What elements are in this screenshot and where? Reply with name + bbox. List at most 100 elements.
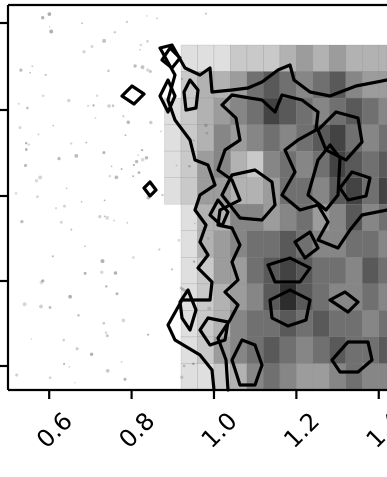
density-cell (378, 150, 387, 178)
scatter-point (74, 381, 76, 384)
scatter-point (113, 31, 116, 34)
density-cell (213, 257, 231, 285)
scatter-point (207, 237, 210, 240)
density-cell (246, 310, 264, 338)
scatter-point (92, 104, 95, 107)
scatter-point (100, 259, 105, 264)
scatter-point (102, 38, 107, 43)
scatter-point (105, 368, 110, 373)
scatter-point (133, 64, 137, 68)
density-cell (279, 97, 297, 125)
scatter-point (41, 279, 45, 283)
scatter-point (140, 65, 145, 70)
scatter-point (105, 334, 109, 338)
density-cell (362, 150, 380, 178)
scatter-point (137, 154, 139, 157)
density-cell (246, 177, 264, 205)
density-cell (164, 150, 182, 178)
contour-line-inner-11 (158, 78, 177, 114)
x-tick-label: 1.0 (196, 407, 243, 454)
scatter-point (90, 45, 94, 48)
scatter-point (147, 333, 150, 336)
contour-line-inner-15 (268, 288, 312, 328)
scatter-point (146, 68, 150, 72)
scatter-point (113, 271, 118, 275)
scatter-point (193, 222, 196, 225)
density-cell (378, 310, 387, 338)
scatter-point (63, 362, 66, 366)
scatter-point (103, 215, 106, 218)
scatter-point (132, 163, 136, 167)
scatter-point (204, 12, 208, 15)
density-cell (230, 44, 248, 72)
scatter-point (107, 104, 111, 108)
scatter-point (59, 220, 63, 224)
density-cell (230, 97, 248, 125)
scatter-point (62, 338, 66, 342)
density-cell (378, 230, 387, 258)
density-cell (246, 124, 264, 152)
scatter-point (115, 292, 119, 296)
scatter-point (36, 195, 39, 198)
density-cell (296, 363, 314, 391)
density-cell (263, 230, 281, 258)
density-cell (246, 44, 264, 72)
scatter-point (121, 318, 126, 323)
density-cell (296, 336, 314, 364)
contour-line-mid (216, 93, 387, 392)
density-cell (312, 44, 330, 72)
scatter-point (155, 17, 158, 20)
density-cell (329, 257, 347, 285)
density-cell (345, 310, 363, 338)
scatter-point (95, 94, 99, 97)
scatter-point (94, 117, 97, 119)
scatter-point (207, 306, 212, 311)
density-cell (263, 150, 281, 178)
density-cell (362, 257, 380, 285)
scatter-point (41, 94, 45, 98)
scatter-point (100, 270, 104, 275)
density-cell (362, 44, 380, 72)
density-cell (378, 336, 387, 364)
density-cell (180, 97, 198, 125)
scatter-point (87, 104, 90, 107)
contour-line-inner-18 (338, 170, 372, 202)
scatter-point (103, 199, 106, 202)
scatter-point (51, 255, 54, 258)
contour-line-inner-1 (230, 338, 264, 387)
scatter-point (148, 70, 152, 73)
density-cell (263, 44, 281, 72)
scatter-point (19, 68, 23, 72)
density-cell (312, 363, 330, 391)
density-cell (180, 230, 198, 258)
scatter-point (134, 159, 139, 164)
scatter-point (41, 16, 45, 20)
scatter-point (207, 202, 209, 205)
scatter-point (29, 71, 32, 74)
scatter-point (15, 373, 19, 377)
scatter-point (105, 285, 108, 288)
density-cell (246, 283, 264, 311)
scatter-point (158, 248, 161, 251)
scatter-point (68, 366, 71, 368)
scatter-point (177, 238, 181, 242)
scatter-point (111, 104, 115, 107)
density-cell (197, 97, 215, 125)
scatter-point (31, 65, 34, 68)
x-tick-label: 1.4 (361, 407, 387, 454)
scatter-point (123, 377, 127, 381)
contour-line-inner-2 (220, 168, 277, 222)
scatter-point (182, 364, 186, 368)
contour-line-inner-12 (182, 78, 200, 112)
scatter-point (49, 29, 54, 34)
scatter-point (67, 98, 71, 103)
scatter-point (38, 175, 43, 180)
scatter-point (160, 130, 162, 133)
contour-line-inner-14 (178, 288, 198, 332)
x-tick-label: 0.6 (31, 407, 78, 454)
scatter-point (44, 73, 47, 77)
scatter-point (37, 133, 40, 136)
scatter-point (107, 69, 110, 73)
density-cell (378, 97, 387, 125)
density-cell (345, 257, 363, 285)
